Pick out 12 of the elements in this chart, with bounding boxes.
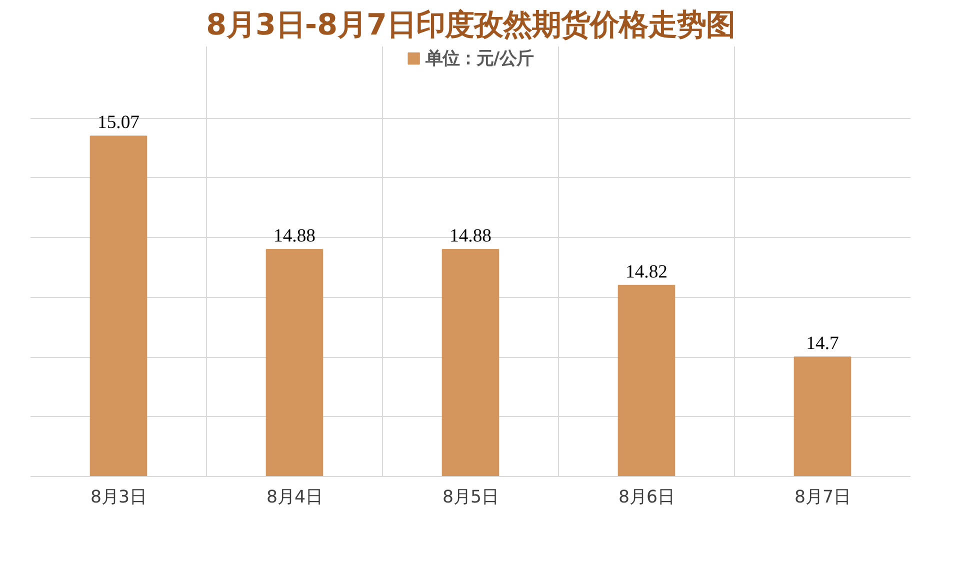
chart-title: 8月3日-8月7日印度孜然期货价格走势图	[206, 8, 735, 42]
data-label: 14.82	[626, 261, 668, 282]
data-label: 14.88	[274, 226, 316, 247]
x-tick-label: 8月3日	[90, 488, 147, 508]
data-label: 14.88	[450, 226, 492, 247]
x-tick-label: 8月6日	[618, 488, 675, 508]
x-tick-label: 8月5日	[442, 488, 499, 508]
data-label: 15.07	[98, 112, 140, 134]
legend-label: 单位：元/公斤	[425, 48, 534, 70]
x-tick-label: 8月7日	[794, 488, 851, 508]
x-tick-label: 8月4日	[266, 488, 323, 508]
data-label: 14.7	[806, 333, 839, 354]
